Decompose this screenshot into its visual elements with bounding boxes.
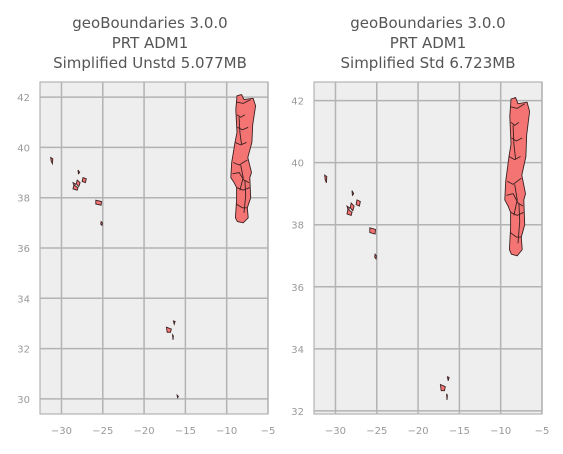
island-region (165, 326, 172, 333)
adm1-border (238, 117, 243, 145)
island-region (324, 174, 328, 183)
island-region (176, 393, 179, 399)
y-tick-label: 42 (291, 97, 304, 108)
map-title-line: PRT ADM1 (112, 34, 189, 52)
map-title-line: Simplified Std 6.723MB (341, 54, 516, 72)
island-region (446, 376, 450, 381)
map-panel-unstd: geoBoundaries 3.0.0 PRT ADM1 Simplified Un… (17, 14, 275, 437)
boundaries-layer (50, 94, 257, 399)
island-region (81, 177, 87, 184)
x-tick-label: −25 (366, 426, 387, 437)
island-region (439, 383, 446, 392)
adm1-border (508, 156, 521, 161)
island-region (349, 202, 355, 212)
map-title-line: PRT ADM1 (390, 34, 467, 52)
island-region (355, 199, 361, 207)
adm1-border (506, 193, 524, 207)
y-tick-label: 36 (291, 283, 304, 294)
island-region (50, 156, 54, 166)
island-region (172, 320, 176, 326)
island-region (77, 169, 81, 175)
adm1-border (237, 126, 249, 131)
adm1-border (507, 177, 522, 185)
x-tick-label: −30 (325, 426, 346, 437)
y-tick-label: 32 (291, 407, 304, 418)
island-region (346, 208, 353, 216)
y-tick-label: 34 (291, 345, 304, 356)
adm1-border (509, 232, 522, 238)
adm1-border (236, 187, 250, 191)
adm1-border (239, 164, 244, 191)
x-tick-label: −25 (92, 426, 113, 437)
map-title-line: Simplified Unstd 5.077MB (53, 54, 247, 72)
island-region (172, 333, 174, 340)
adm1-border (236, 114, 246, 118)
map-title-line: geoBoundaries 3.0.0 (72, 14, 227, 32)
y-tick-label: 40 (291, 159, 304, 170)
adm1-border (510, 211, 524, 216)
x-tick-label: −10 (490, 426, 511, 437)
x-tick-label: −15 (449, 426, 470, 437)
x-tick-label: −20 (134, 426, 155, 437)
map-panel-std: geoBoundaries 3.0.0 PRT ADM1 Simplified St… (291, 14, 549, 437)
island-region (446, 393, 448, 401)
adm1-border (510, 121, 520, 126)
adm1-border (512, 125, 517, 160)
adm1-border (236, 99, 251, 104)
x-tick-label: −5 (535, 426, 550, 437)
island-region (75, 179, 81, 188)
y-tick-label: 32 (17, 345, 30, 356)
plot-area (313, 81, 543, 415)
adm1-border (513, 184, 518, 216)
adm1-border (511, 137, 523, 142)
island-region (100, 220, 103, 227)
boundaries-layer (324, 97, 531, 401)
island-region (351, 190, 355, 197)
adm1-border (235, 203, 248, 209)
y-tick-label: 34 (17, 294, 30, 305)
y-tick-label: 38 (291, 221, 304, 232)
x-tick-label: −20 (408, 426, 429, 437)
island-region (72, 184, 79, 191)
adm1-border (234, 141, 247, 146)
x-tick-label: −5 (261, 426, 276, 437)
y-tick-label: 36 (17, 244, 30, 255)
adm1-border (233, 159, 248, 166)
x-tick-label: −15 (175, 426, 196, 437)
y-tick-label: 40 (17, 143, 30, 154)
map-title-line: geoBoundaries 3.0.0 (350, 14, 505, 32)
y-tick-label: 38 (17, 194, 30, 205)
island-region (374, 253, 377, 260)
x-tick-label: −30 (51, 426, 72, 437)
x-tick-label: −10 (216, 426, 237, 437)
island-region (369, 227, 376, 235)
y-tick-label: 30 (17, 395, 30, 406)
y-tick-label: 42 (17, 93, 30, 104)
adm1-border (517, 202, 521, 244)
adm1-border (232, 171, 250, 184)
adm1-border (243, 180, 247, 213)
island-region (95, 199, 102, 206)
adm1-border (510, 103, 525, 109)
